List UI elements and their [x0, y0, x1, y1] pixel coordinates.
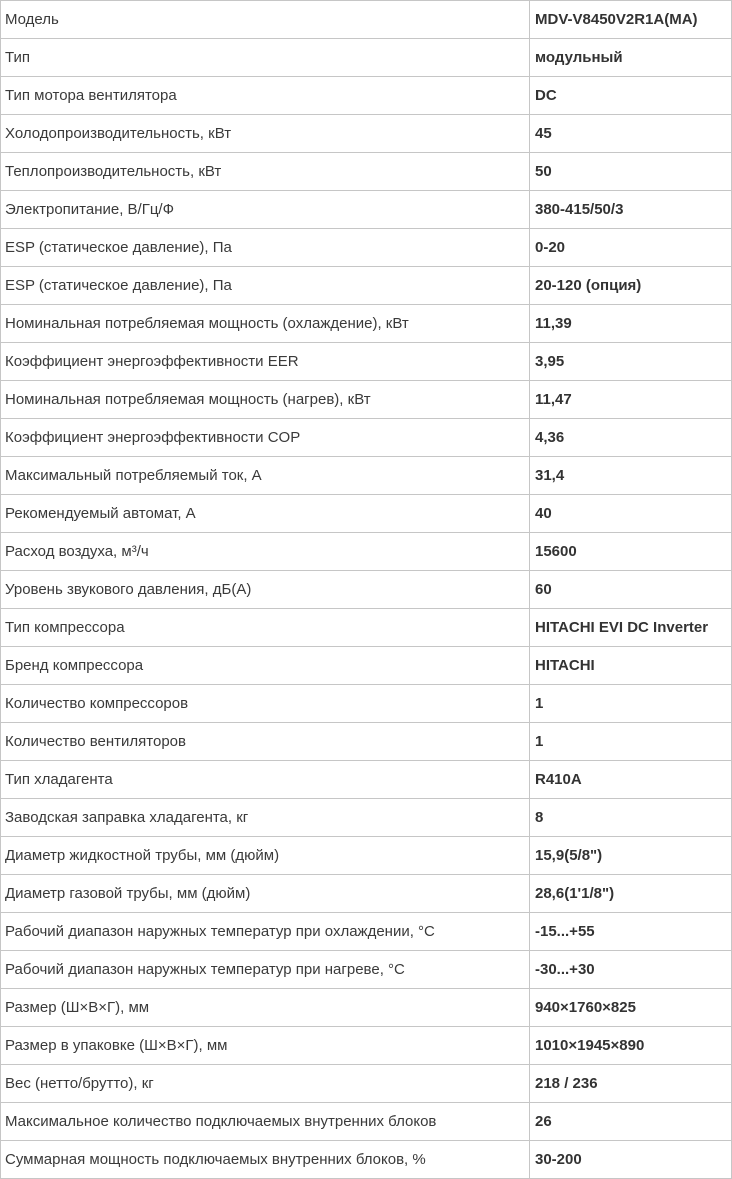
spec-label: Коэффициент энергоэффективности COP: [0, 418, 530, 457]
spec-label: Рекомендуемый автомат, А: [0, 494, 530, 533]
spec-label: Бренд компрессора: [0, 646, 530, 685]
spec-value: 940×1760×825: [529, 988, 732, 1027]
spec-value: 15600: [529, 532, 732, 571]
spec-value: HITACHI EVI DC Inverter: [529, 608, 732, 647]
spec-value: 1010×1945×890: [529, 1026, 732, 1065]
spec-label: Тип: [0, 38, 530, 77]
spec-row: Теплопроизводительность, кВт 50: [0, 152, 732, 191]
spec-row: Количество вентиляторов 1: [0, 722, 732, 761]
spec-label: Номинальная потребляемая мощность (нагре…: [0, 380, 530, 419]
spec-value: 28,6(1'1/8"): [529, 874, 732, 913]
spec-row: Электропитание, В/Гц/Ф 380-415/50/3: [0, 190, 732, 229]
spec-label: Размер (Ш×В×Г), мм: [0, 988, 530, 1027]
spec-row: Расход воздуха, м³/ч 15600: [0, 532, 732, 571]
spec-row: Рабочий диапазон наружных температур при…: [0, 912, 732, 951]
spec-value: 11,47: [529, 380, 732, 419]
spec-row: Рабочий диапазон наружных температур при…: [0, 950, 732, 989]
spec-value: 60: [529, 570, 732, 609]
spec-label: Модель: [0, 0, 530, 39]
spec-value: модульный: [529, 38, 732, 77]
spec-value: DC: [529, 76, 732, 115]
spec-row: Вес (нетто/брутто), кг 218 / 236: [0, 1064, 732, 1103]
spec-label: Диаметр газовой трубы, мм (дюйм): [0, 874, 530, 913]
spec-row: Суммарная мощность подключаемых внутренн…: [0, 1140, 732, 1179]
spec-row: Диаметр жидкостной трубы, мм (дюйм) 15,9(…: [0, 836, 732, 875]
spec-label: Диаметр жидкостной трубы, мм (дюйм): [0, 836, 530, 875]
spec-row: Тип компрессора HITACHI EVI DC Inverter: [0, 608, 732, 647]
spec-value: 26: [529, 1102, 732, 1141]
spec-value: -30...+30: [529, 950, 732, 989]
spec-row: Модель MDV-V8450V2R1A(MA): [0, 0, 732, 39]
spec-row: Холодопроизводительность, кВт 45: [0, 114, 732, 153]
spec-row: Номинальная потребляемая мощность (охлаж…: [0, 304, 732, 343]
spec-value: 8: [529, 798, 732, 837]
spec-label: ESP (статическое давление), Па: [0, 228, 530, 267]
spec-label: Вес (нетто/брутто), кг: [0, 1064, 530, 1103]
spec-row: Коэффициент энергоэффективности EER 3,95: [0, 342, 732, 381]
spec-row: Рекомендуемый автомат, А 40: [0, 494, 732, 533]
spec-value: 3,95: [529, 342, 732, 381]
spec-label: Размер в упаковке (Ш×В×Г), мм: [0, 1026, 530, 1065]
spec-label: Холодопроизводительность, кВт: [0, 114, 530, 153]
spec-row: Размер (Ш×В×Г), мм 940×1760×825: [0, 988, 732, 1027]
spec-row: Тип модульный: [0, 38, 732, 77]
spec-row: Тип хладагента R410A: [0, 760, 732, 799]
spec-label: Рабочий диапазон наружных температур при…: [0, 950, 530, 989]
spec-label: Максимальное количество подключаемых вну…: [0, 1102, 530, 1141]
spec-value: 40: [529, 494, 732, 533]
spec-label: Уровень звукового давления, дБ(А): [0, 570, 530, 609]
spec-value: 15,9(5/8"): [529, 836, 732, 875]
spec-label: Заводская заправка хладагента, кг: [0, 798, 530, 837]
spec-label: Количество вентиляторов: [0, 722, 530, 761]
spec-value: 31,4: [529, 456, 732, 495]
spec-value: 11,39: [529, 304, 732, 343]
spec-value: 1: [529, 684, 732, 723]
spec-row: Номинальная потребляемая мощность (нагре…: [0, 380, 732, 419]
spec-label: Тип компрессора: [0, 608, 530, 647]
spec-value: 218 / 236: [529, 1064, 732, 1103]
spec-value: 30-200: [529, 1140, 732, 1179]
spec-label: Расход воздуха, м³/ч: [0, 532, 530, 571]
spec-label: Коэффициент энергоэффективности EER: [0, 342, 530, 381]
spec-value: 0-20: [529, 228, 732, 267]
spec-row: Тип мотора вентилятора DC: [0, 76, 732, 115]
spec-row: Размер в упаковке (Ш×В×Г), мм 1010×1945×8…: [0, 1026, 732, 1065]
spec-value: 1: [529, 722, 732, 761]
spec-label: Электропитание, В/Гц/Ф: [0, 190, 530, 229]
spec-row: Количество компрессоров 1: [0, 684, 732, 723]
spec-value: R410A: [529, 760, 732, 799]
spec-label: Суммарная мощность подключаемых внутренн…: [0, 1140, 530, 1179]
spec-row: ESP (статическое давление), Па 20-120 (оп…: [0, 266, 732, 305]
spec-row: Бренд компрессора HITACHI: [0, 646, 732, 685]
spec-value: -15...+55: [529, 912, 732, 951]
spec-label: Количество компрессоров: [0, 684, 530, 723]
spec-label: Теплопроизводительность, кВт: [0, 152, 530, 191]
spec-value: MDV-V8450V2R1A(MA): [529, 0, 732, 39]
spec-value: 4,36: [529, 418, 732, 457]
spec-row: Коэффициент энергоэффективности COP 4,36: [0, 418, 732, 457]
spec-value: 50: [529, 152, 732, 191]
spec-value: 20-120 (опция): [529, 266, 732, 305]
spec-row: Уровень звукового давления, дБ(А) 60: [0, 570, 732, 609]
spec-value: 45: [529, 114, 732, 153]
spec-label: Максимальный потребляемый ток, А: [0, 456, 530, 495]
spec-label: ESP (статическое давление), Па: [0, 266, 530, 305]
spec-label: Тип мотора вентилятора: [0, 76, 530, 115]
spec-label: Рабочий диапазон наружных температур при…: [0, 912, 530, 951]
spec-value: HITACHI: [529, 646, 732, 685]
spec-row: Заводская заправка хладагента, кг 8: [0, 798, 732, 837]
spec-row: Максимальный потребляемый ток, А 31,4: [0, 456, 732, 495]
spec-row: Максимальное количество подключаемых вну…: [0, 1102, 732, 1141]
spec-label: Тип хладагента: [0, 760, 530, 799]
spec-row: ESP (статическое давление), Па 0-20: [0, 228, 732, 267]
spec-value: 380-415/50/3: [529, 190, 732, 229]
spec-label: Номинальная потребляемая мощность (охлаж…: [0, 304, 530, 343]
spec-row: Диаметр газовой трубы, мм (дюйм) 28,6(1'1…: [0, 874, 732, 913]
